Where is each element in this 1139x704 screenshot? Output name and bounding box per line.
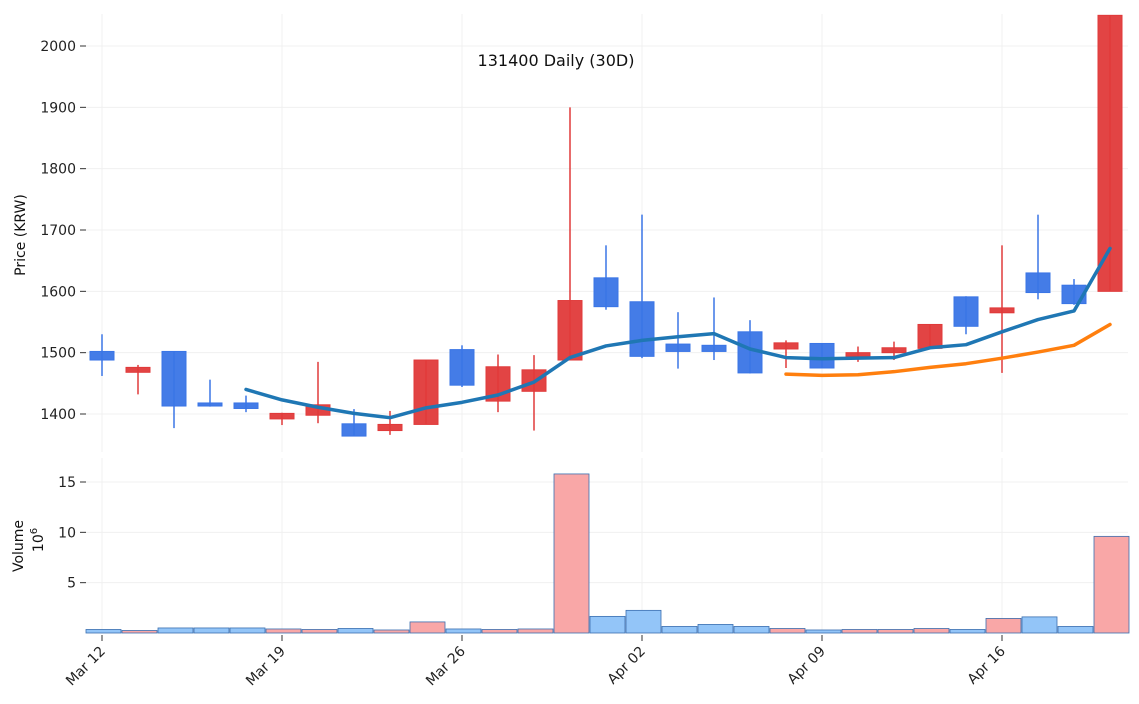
volume-bar xyxy=(1021,616,1058,634)
volume-bar xyxy=(337,628,374,634)
volume-bar xyxy=(841,629,878,634)
price-tick-label: 1400 xyxy=(40,407,76,423)
candle-body xyxy=(881,347,907,354)
candle-body xyxy=(161,350,187,407)
volume-bar xyxy=(373,629,410,634)
volume-bar xyxy=(157,627,194,634)
x-tick-label: Mar 12 xyxy=(63,644,109,690)
volume-axis: 5 10 15 xyxy=(58,475,86,592)
candle-body xyxy=(629,301,655,357)
x-tick-label: Apr 09 xyxy=(785,644,829,688)
candle-body xyxy=(845,352,871,357)
svg-text:106: 106 xyxy=(29,528,47,552)
price-tick-label: 1800 xyxy=(40,162,76,178)
volume-bar xyxy=(661,626,698,634)
price-axis-label: Price (KRW) xyxy=(13,194,29,276)
volume-bar xyxy=(517,628,554,634)
ma-long-line xyxy=(784,322,1112,378)
volume-bar xyxy=(877,629,914,634)
candle-body xyxy=(989,307,1015,314)
candle-body xyxy=(557,300,583,361)
candle-body xyxy=(773,342,799,350)
volume-bar xyxy=(913,628,950,634)
price-tick-label: 1600 xyxy=(40,284,76,300)
candle-body xyxy=(701,344,727,352)
candles xyxy=(89,14,1123,437)
volume-bar xyxy=(85,629,122,634)
volume-bar xyxy=(985,618,1022,634)
candle-body xyxy=(197,402,223,407)
volume-bar xyxy=(193,627,230,634)
candle-body xyxy=(953,296,979,327)
volume-tick-label: 15 xyxy=(58,475,76,491)
volume-bar xyxy=(1057,626,1094,634)
candle-body xyxy=(269,412,295,420)
volume-bar xyxy=(949,629,986,634)
moving-averages xyxy=(244,246,1112,420)
candle-body xyxy=(809,342,835,369)
candle-body xyxy=(233,402,259,409)
volume-tick-label: 5 xyxy=(67,576,76,592)
volume-bar xyxy=(697,624,734,634)
volume-bar xyxy=(625,609,662,634)
volume-bar xyxy=(805,629,842,634)
candle-body xyxy=(917,323,943,349)
volume-bar xyxy=(229,627,266,634)
candle-body xyxy=(341,423,367,437)
candle-body xyxy=(593,277,619,308)
candle-body xyxy=(1025,272,1051,294)
volume-bar xyxy=(301,629,338,634)
volume-bar xyxy=(733,626,770,634)
price-tick-label: 1500 xyxy=(40,346,76,362)
x-tick-label: Apr 02 xyxy=(605,644,649,688)
candle-body xyxy=(1097,14,1123,292)
volume-axis-label: Volume xyxy=(11,520,27,572)
x-tick-label: Mar 26 xyxy=(423,643,469,689)
volume-exponent: 106 xyxy=(29,528,47,552)
volume-bar xyxy=(121,630,158,634)
volume-bars xyxy=(85,473,1130,634)
candle-body xyxy=(377,423,403,432)
price-tick-label: 1700 xyxy=(40,223,76,239)
x-tick-label: Apr 16 xyxy=(965,643,1009,687)
candle-body xyxy=(665,343,691,352)
candle-body xyxy=(413,359,439,425)
volume-tick-label: 10 xyxy=(58,525,76,541)
volume-bar xyxy=(265,628,302,634)
volume-exponent-power: 6 xyxy=(29,528,40,534)
volume-exponent-base: 10 xyxy=(31,534,47,552)
price-tick-label: 2000 xyxy=(40,39,76,55)
price-tick-label: 1900 xyxy=(40,100,76,116)
volume-bar xyxy=(445,628,482,634)
candle-body xyxy=(449,349,475,386)
ma-short-line xyxy=(244,246,1112,420)
volume-bar xyxy=(1093,535,1130,634)
candle-body xyxy=(125,366,151,373)
price-axis: 1400 1500 1600 1700 1800 1900 2000 xyxy=(40,39,86,423)
volume-bar xyxy=(409,621,446,634)
candle-body xyxy=(89,350,115,361)
volume-bar xyxy=(481,629,518,634)
volume-bar xyxy=(769,628,806,634)
x-tick-label: Mar 19 xyxy=(243,644,289,690)
x-axis: Mar 12 Mar 19 Mar 26 Apr 02 Apr 09 Apr 16 xyxy=(63,635,1009,689)
grid xyxy=(86,14,1128,633)
volume-bar xyxy=(589,615,626,634)
chart-title: 131400 Daily (30D) xyxy=(478,51,635,70)
volume-bar xyxy=(553,473,590,634)
